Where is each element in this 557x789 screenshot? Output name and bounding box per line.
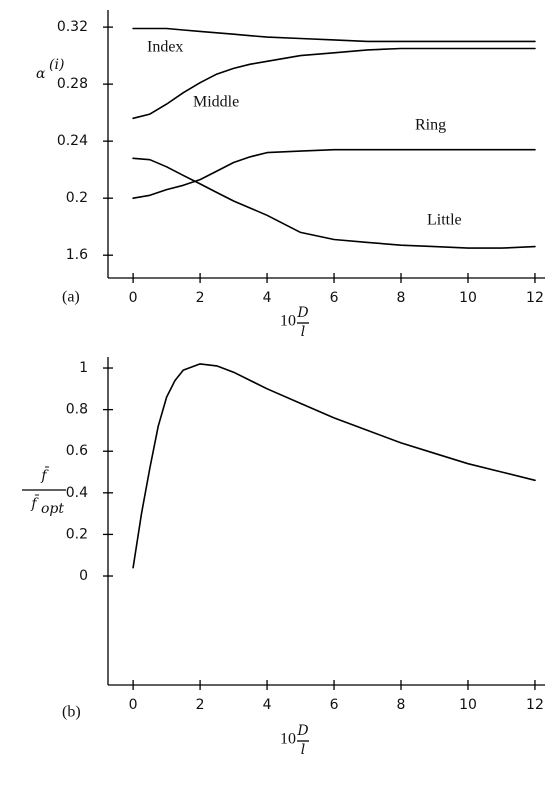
x-label-num: D: [296, 723, 308, 739]
x-label-num: D: [296, 305, 308, 321]
y-tick-label: 0: [79, 568, 88, 584]
x-tick-label: 10: [459, 697, 477, 713]
y-tick-label: 0.2: [66, 526, 88, 542]
x-tick-label: 2: [196, 290, 205, 306]
y-label-den-sub: opt: [41, 501, 64, 517]
y-tick-label: 0.24: [57, 133, 88, 149]
x-tick-label: 12: [526, 697, 544, 713]
x-tick-label: 0: [129, 697, 138, 713]
panel-label: (b): [62, 704, 81, 721]
y-tick-label: 0.8: [66, 402, 88, 418]
line-series: [132, 47, 536, 120]
x-tick-label: 2: [196, 697, 205, 713]
x-label-base: 10: [280, 731, 296, 748]
x-tick-label: 4: [263, 290, 272, 306]
series-label: Ring: [415, 117, 446, 134]
y-tick-label: 0.6: [66, 443, 88, 459]
series-label: Little: [427, 212, 462, 229]
y-tick-label: 0.2: [66, 190, 88, 206]
line-series: [132, 363, 536, 569]
y-label-den: f̄: [30, 494, 40, 512]
line-series: [132, 157, 536, 249]
series-label: Index: [147, 39, 183, 56]
y-label-sup: (i): [49, 57, 64, 73]
y-label-base: α: [36, 66, 46, 82]
y-tick-label: 0.4: [66, 485, 88, 501]
x-label-den: l: [301, 324, 305, 340]
x-label-den: l: [301, 742, 305, 758]
x-tick-label: 10: [459, 290, 477, 306]
x-tick-label: 12: [526, 290, 544, 306]
x-tick-label: 8: [397, 697, 406, 713]
panel-label: (a): [62, 289, 80, 306]
x-tick-label: 6: [330, 290, 339, 306]
y-tick-label: 1: [79, 360, 88, 376]
x-label-base: 10: [280, 313, 296, 330]
line-series: [132, 148, 536, 199]
y-tick-label: 0.28: [57, 76, 88, 92]
y-tick-label: 1.6: [66, 247, 88, 263]
series-label: Middle: [193, 94, 239, 111]
y-label-num: f̄: [40, 466, 50, 484]
line-series: [132, 27, 536, 43]
x-tick-label: 6: [330, 697, 339, 713]
x-tick-label: 4: [263, 697, 272, 713]
x-tick-label: 0: [129, 290, 138, 306]
x-tick-label: 8: [397, 290, 406, 306]
y-tick-label: 0.32: [57, 19, 88, 35]
